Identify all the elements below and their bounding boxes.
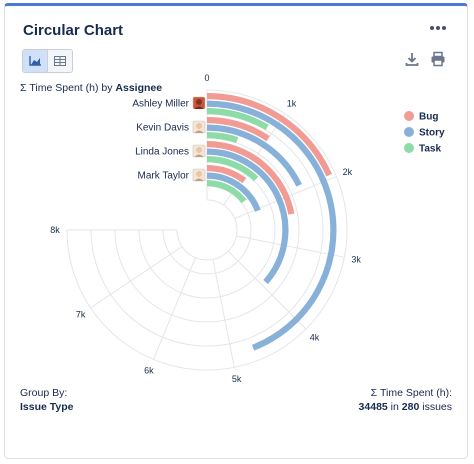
subtitle-field: Assignee [115, 82, 163, 94]
chart-grid [66, 89, 348, 371]
tick-label: 1k [287, 99, 297, 109]
in-text: in [390, 401, 399, 413]
table-icon [54, 56, 66, 66]
total-info: Σ Time Spent (h): 34485 in 280 issues [359, 386, 452, 414]
subtitle-measure: Σ Time Spent (h) [20, 82, 99, 94]
category-label: Ashley Miller [132, 99, 189, 110]
avatar-icon [192, 168, 206, 182]
legend-label: Task [419, 144, 441, 155]
bar-task [206, 132, 239, 144]
bar-story [206, 172, 261, 212]
grid-radial-line [236, 235, 345, 258]
grid-radial-line [90, 246, 183, 309]
bar-task [206, 156, 259, 182]
group-by-value: Issue Type [20, 401, 74, 413]
legend-label: Bug [419, 112, 438, 123]
chart-tick-labels: 0 1k 2k 3k 4k 5k 6k 7k 8k [50, 73, 361, 384]
area-chart-icon [28, 56, 41, 66]
grid-radial-line [152, 257, 196, 360]
avatar-icon [192, 96, 206, 110]
bar-bug [206, 165, 247, 184]
tick-label: 4k [310, 332, 320, 342]
bar-bug [206, 141, 295, 215]
tick-label: 7k [76, 309, 86, 319]
grid-radial-line [212, 259, 235, 368]
bar-task [206, 108, 269, 131]
download-icon[interactable] [404, 51, 420, 67]
table-view-button[interactable] [47, 50, 72, 72]
grid-arc [176, 199, 238, 261]
chart-legend: Bug Story Task [404, 111, 445, 155]
chart-subtitle: Σ Time Spent (h) by Assignee [20, 82, 162, 94]
bar-task [206, 180, 247, 204]
issue-count: 280 [401, 401, 420, 413]
legend-swatch-story [404, 127, 414, 137]
card-title: Circular Chart [23, 22, 124, 39]
tick-label: 0 [204, 73, 209, 83]
subtitle-by: by [101, 82, 113, 94]
bar-story [206, 100, 337, 351]
tick-label: 6k [144, 365, 154, 375]
chart-card: Circular Chart [4, 3, 468, 459]
group-by-label: Group By: [20, 387, 68, 399]
avatar-icon [192, 144, 206, 158]
legend-swatch-bug [404, 111, 414, 121]
more-options-icon[interactable] [428, 20, 448, 36]
legend-label: Story [419, 128, 445, 139]
bar-bug [206, 93, 332, 177]
chart-view-button[interactable] [23, 50, 47, 72]
bar-story [206, 148, 289, 285]
view-toggle [22, 49, 73, 73]
total-label: Σ Time Spent (h): [370, 387, 452, 399]
bar-story [206, 124, 302, 187]
tick-label: 3k [351, 255, 361, 265]
tick-label: 8k [50, 225, 60, 235]
category-label: Kevin Davis [136, 123, 189, 134]
bar-bug [206, 117, 270, 142]
grid-radial-line [227, 250, 307, 330]
chart-bars [206, 93, 337, 351]
category-label: Mark Taylor [138, 171, 190, 182]
tick-label: 5k [232, 374, 242, 384]
category-label: Linda Jones [135, 147, 189, 158]
legend-swatch-task [404, 143, 414, 153]
print-icon[interactable] [430, 51, 446, 67]
issues-text: issues [422, 401, 452, 413]
total-value: 34485 [358, 401, 388, 413]
group-by-info: Group By: Issue Type [20, 386, 74, 414]
avatar-icon [192, 120, 206, 134]
chart-category-labels: Ashley Miller Kevin Davis Linda Jones Mark … [132, 96, 206, 182]
tick-label: 2k [343, 167, 353, 177]
